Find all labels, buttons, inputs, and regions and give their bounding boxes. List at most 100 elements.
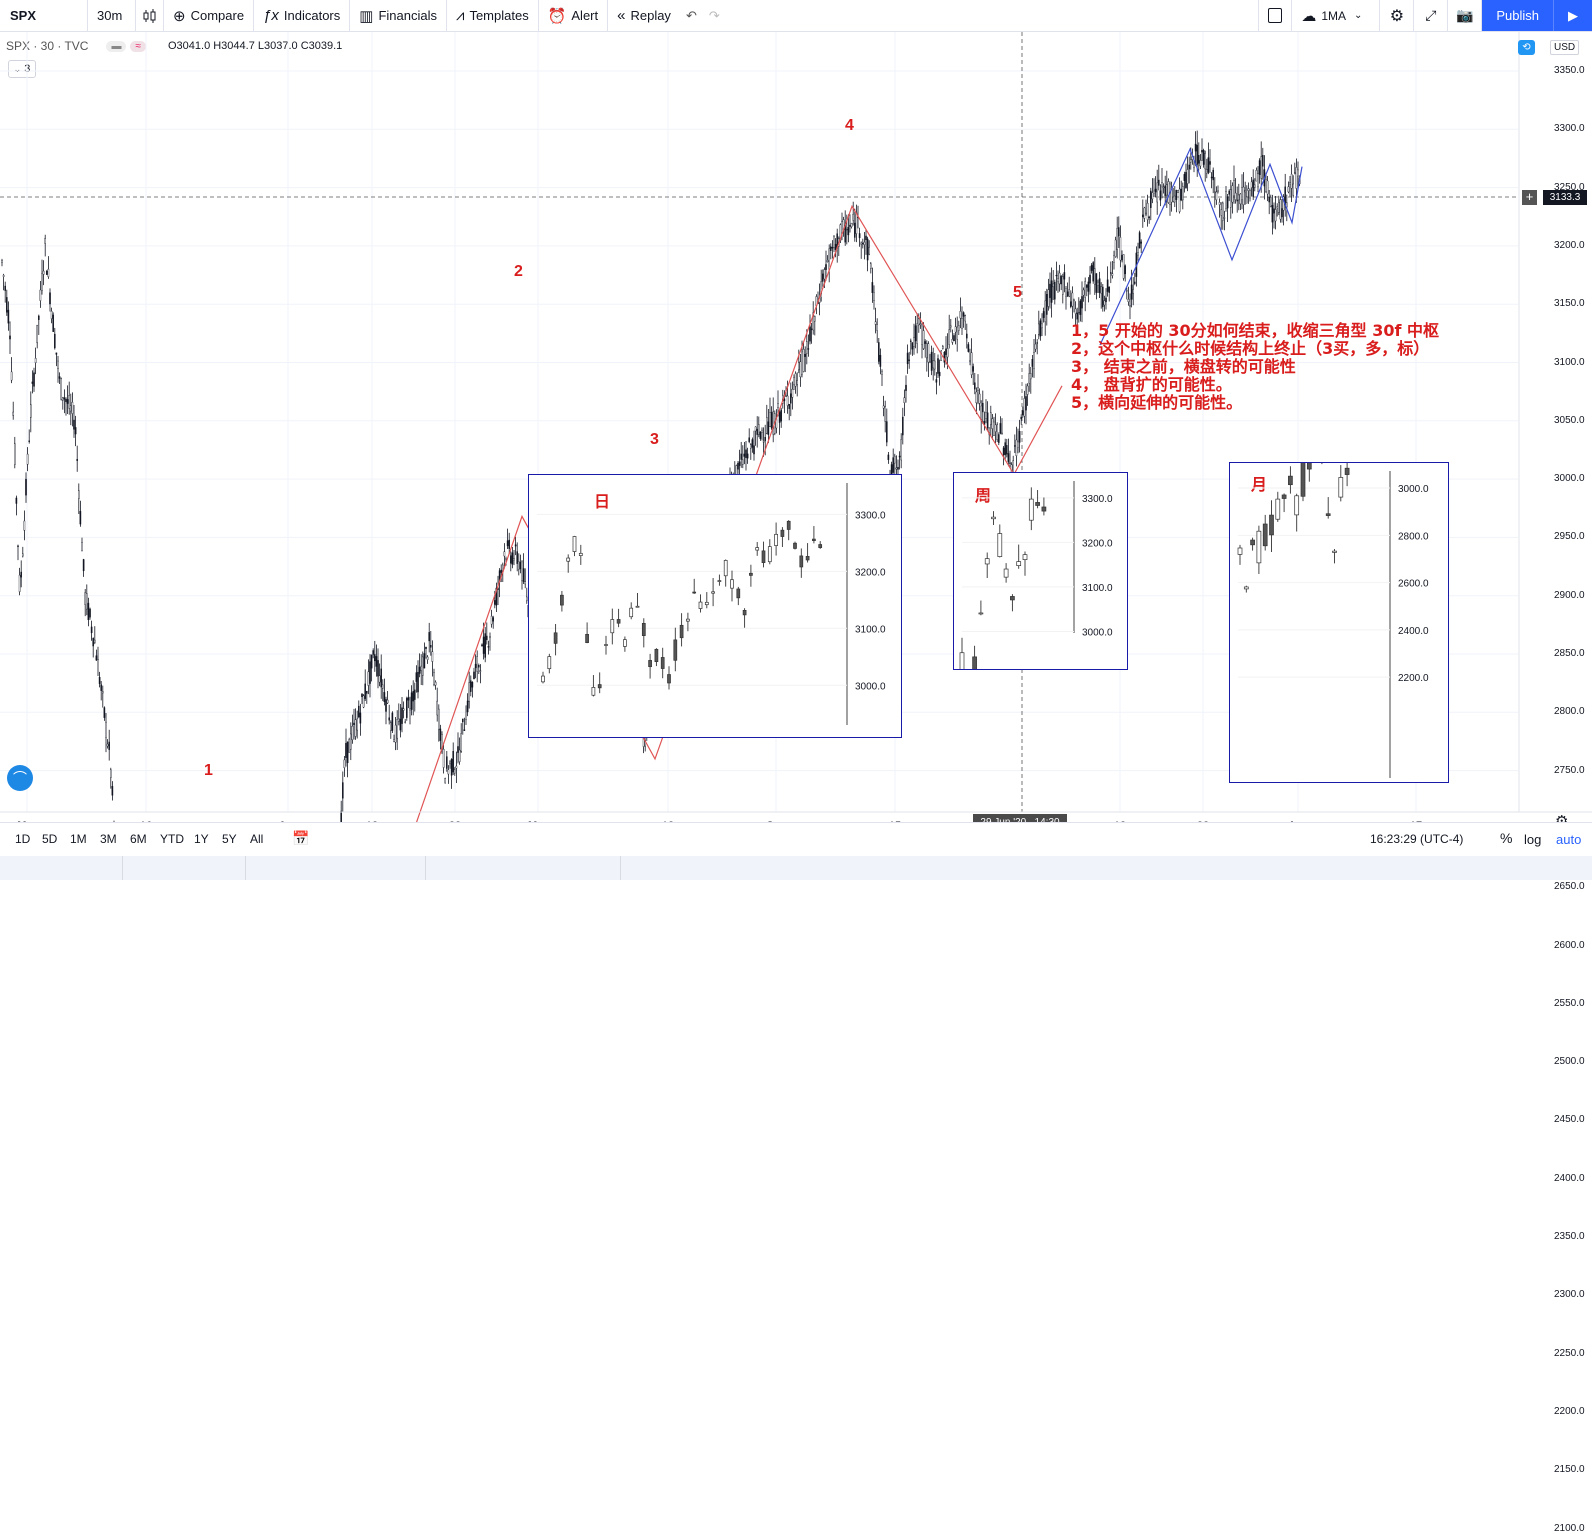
candle-body xyxy=(1009,462,1011,464)
inset-candle-body xyxy=(711,591,715,594)
candle-body xyxy=(988,427,990,435)
range-button-5d[interactable]: 5D xyxy=(42,832,58,846)
candle-body xyxy=(1001,432,1003,435)
range-button-1d[interactable]: 1D xyxy=(15,832,31,846)
candle-body xyxy=(1031,359,1034,367)
range-button-1y[interactable]: 1Y xyxy=(194,832,209,846)
candle-body xyxy=(1135,252,1138,277)
templates-label: Templates xyxy=(469,8,529,23)
tradingview-logo-icon[interactable]: ⌒ xyxy=(7,765,33,791)
inset-candle-body xyxy=(959,652,965,669)
candle-body xyxy=(450,758,453,776)
candle-body xyxy=(785,395,787,397)
inset-tick-label: 2200.0 xyxy=(1398,673,1429,684)
candle-body xyxy=(810,328,813,330)
replay-button[interactable]: « Replay xyxy=(608,0,680,31)
range-button-all[interactable]: All xyxy=(250,832,264,846)
candle-body xyxy=(1036,342,1038,344)
legend-collapse-button[interactable]: ⌄ 3 xyxy=(8,60,36,78)
candle-body xyxy=(1173,195,1176,203)
candle-body xyxy=(23,520,26,531)
candle-body xyxy=(1298,177,1301,185)
candle-body xyxy=(17,545,19,547)
gear-icon[interactable]: ⚙ xyxy=(1380,0,1415,31)
candle-body xyxy=(1111,273,1114,276)
financials-button[interactable]: ▥ Financials xyxy=(350,0,447,31)
inset-candle-body xyxy=(1010,596,1015,601)
candle-body xyxy=(431,651,434,662)
candle-body xyxy=(508,539,511,549)
candle-body xyxy=(994,424,997,432)
candle-body xyxy=(382,684,384,689)
symbol-search[interactable]: SPX xyxy=(0,0,88,31)
play-icon[interactable]: ▶ xyxy=(1553,0,1592,31)
candle-body xyxy=(398,718,400,722)
auto-scale-icon[interactable]: ⟲ xyxy=(1518,40,1535,55)
auto-toggle[interactable]: auto xyxy=(1556,832,1582,847)
candle-body xyxy=(15,497,18,504)
inset-candle-body xyxy=(660,657,665,669)
candle-body xyxy=(1226,196,1229,209)
candle-body xyxy=(361,693,363,698)
candle-body xyxy=(1105,297,1107,303)
range-button-3m[interactable]: 3M xyxy=(100,832,117,846)
price-tick-label: 2850.0 xyxy=(1554,648,1585,659)
range-button-1m[interactable]: 1M xyxy=(70,832,87,846)
candle-body xyxy=(815,296,818,306)
candle-body xyxy=(473,671,475,680)
clock-label[interactable]: 16:23:29 (UTC-4) xyxy=(1370,832,1464,846)
candle-body xyxy=(1253,184,1256,188)
candle-body xyxy=(54,333,56,349)
chart-type-button[interactable] xyxy=(136,0,164,31)
compare-button[interactable]: ⊕ Compare xyxy=(164,0,255,31)
candle-body xyxy=(902,416,904,436)
candle-body xyxy=(26,453,29,465)
indicators-button[interactable]: ƒx Indicators xyxy=(254,0,351,31)
candle-body xyxy=(926,343,928,359)
range-button-5y[interactable]: 5Y xyxy=(222,832,237,846)
candle-body xyxy=(369,661,371,684)
camera-icon[interactable]: 📷 xyxy=(1448,0,1483,31)
hide-icon[interactable]: ▬ xyxy=(106,40,127,52)
candle-body xyxy=(468,682,471,702)
candle-body xyxy=(1153,190,1155,194)
candle-body xyxy=(1017,441,1019,448)
candle-body xyxy=(1082,289,1085,296)
candle-body xyxy=(897,467,899,470)
candle-body xyxy=(1065,288,1067,297)
candle-body xyxy=(1268,197,1270,203)
candle-body xyxy=(806,341,808,354)
inset-candle-body xyxy=(610,619,615,634)
redo-icon[interactable]: ↷ xyxy=(708,7,720,23)
candle-body xyxy=(1175,189,1178,201)
candle-body xyxy=(441,734,443,750)
candle-body xyxy=(999,423,1002,434)
inset-candle-body xyxy=(1306,463,1312,470)
candle-body xyxy=(84,592,86,605)
alert-button[interactable]: ⏰ Alert xyxy=(539,0,609,31)
calendar-icon[interactable]: 📅 xyxy=(292,830,310,846)
log-toggle[interactable]: log xyxy=(1524,832,1542,847)
candle-body xyxy=(463,729,466,731)
candle-body xyxy=(358,705,360,718)
interval-button[interactable]: 30m xyxy=(88,0,136,31)
expand-icon[interactable]: ⤢ xyxy=(1414,0,1449,31)
candle-body xyxy=(830,246,832,251)
layout-button[interactable]: ☁ 1MA ⌄ xyxy=(1292,0,1381,31)
fullscreen-layout-icon[interactable] xyxy=(1258,0,1293,31)
templates-button[interactable]: ⩘ Templates xyxy=(447,0,539,31)
undo-icon[interactable]: ↶ xyxy=(685,7,697,23)
range-button-ytd[interactable]: YTD xyxy=(160,832,184,846)
percent-toggle[interactable]: % xyxy=(1500,830,1513,846)
range-button-6m[interactable]: 6M xyxy=(130,832,147,846)
compare-pill[interactable]: ≈ xyxy=(130,40,146,52)
inset-candle-body xyxy=(578,552,583,556)
candle-body xyxy=(826,260,829,263)
currency-label[interactable]: USD xyxy=(1550,40,1580,55)
publish-button[interactable]: Publish xyxy=(1482,0,1553,31)
candle-body xyxy=(13,443,16,465)
candle-body xyxy=(457,746,459,753)
legend-symbol[interactable]: SPX · 30 · TVC xyxy=(6,39,89,53)
candle-body xyxy=(492,617,495,622)
annotation-line: 1，5 开始的 30分如何结束，收缩三角型 30f 中枢 xyxy=(1071,321,1440,340)
